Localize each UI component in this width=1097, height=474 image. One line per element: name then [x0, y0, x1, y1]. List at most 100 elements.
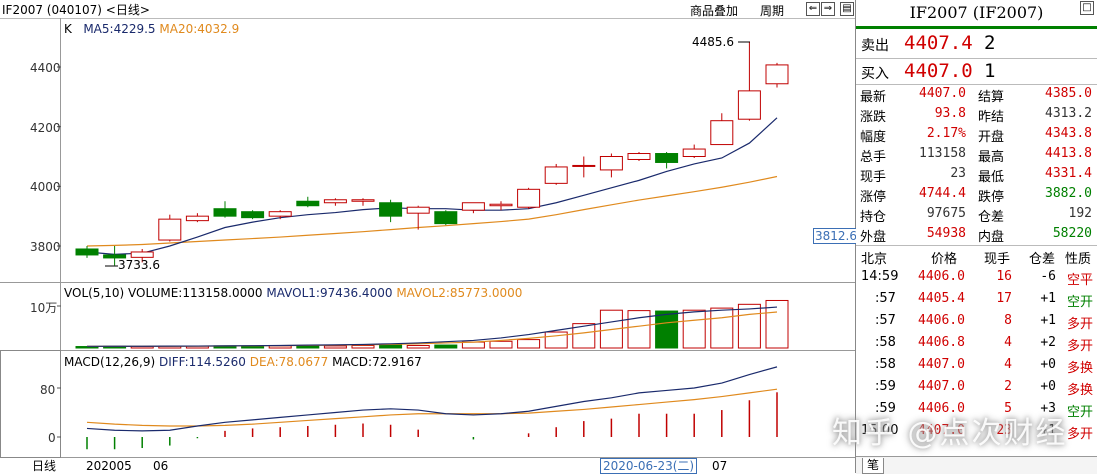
- candle-body: [185, 215, 209, 222]
- dea-line: [86, 388, 778, 427]
- stat-label: 开盘: [978, 130, 1005, 145]
- tick-time: :57: [875, 313, 896, 328]
- macd-value: MACD:72.9167: [332, 355, 422, 369]
- stat-value: 54938: [926, 226, 966, 241]
- volume-bar: [323, 345, 347, 349]
- stat-label: 昨结: [978, 110, 1005, 125]
- stat-value: 58220: [1052, 226, 1092, 241]
- tab-ticks[interactable]: 笔: [862, 458, 884, 474]
- stat-label: 外盘: [860, 230, 887, 245]
- tick-price: 4406.8: [918, 335, 965, 350]
- tick-oi-change: +1: [1040, 291, 1056, 306]
- stat-value: 93.8: [934, 106, 966, 121]
- stat-label: 现手: [860, 170, 887, 185]
- xaxis-label: 06: [153, 459, 169, 473]
- volume-bar: [682, 309, 706, 349]
- watermark: 知乎 @点次财经: [832, 416, 1068, 451]
- volume-bar: [489, 340, 513, 349]
- candle-body: [517, 188, 541, 208]
- candle-body: [627, 153, 651, 160]
- tick-nature: 多开: [1067, 317, 1094, 332]
- sell-row: 卖出 4407.4 2: [856, 31, 1097, 57]
- ma5-legend: MA5:4229.5: [83, 22, 156, 36]
- chart-title: IF2007 (040107) <日线>: [2, 3, 150, 17]
- dea-legend: DEA:78.0677: [249, 355, 329, 369]
- tick-list[interactable]: 14:59 4406.0 16 -6 空平:57 4405.4 17 +1 空开:57 4406.…: [856, 266, 1097, 456]
- kline-ytick: 3800: [30, 240, 61, 254]
- tick-row[interactable]: :59 4407.0 2 +0 多换: [856, 376, 1096, 398]
- overlay-button[interactable]: 商品叠加: [690, 4, 739, 18]
- stat-label: 总手: [860, 150, 887, 165]
- tick-time: :59: [875, 379, 896, 394]
- cursor-date: 2020-06-23(二): [600, 458, 698, 474]
- window-restore-icon[interactable]: ▤: [840, 2, 854, 16]
- stat-value: 4331.4: [1045, 166, 1092, 181]
- tick-oi-change: +1: [1040, 423, 1056, 438]
- candle-body: [75, 248, 99, 256]
- volume-bar: [379, 344, 403, 349]
- tick-volume: 2: [1004, 379, 1012, 394]
- tick-time: :57: [875, 291, 896, 306]
- tick-nature: 空平: [1067, 273, 1094, 288]
- xaxis-label: 07: [712, 459, 728, 473]
- prev-icon[interactable]: ⇐: [806, 2, 820, 16]
- stat-label: 持仓: [860, 210, 887, 225]
- stat-label: 内盘: [978, 230, 1005, 245]
- buy-label: 买入: [861, 66, 889, 82]
- tick-time: :58: [875, 357, 896, 372]
- tick-header-price: 价格: [931, 252, 958, 267]
- candle-body: [434, 211, 458, 225]
- tick-row[interactable]: 14:59 4406.0 16 -6 空平: [856, 266, 1096, 288]
- tick-time: :59: [875, 401, 896, 416]
- low-annotation: 3733.6: [118, 258, 160, 272]
- candle-body: [296, 200, 320, 207]
- tick-row[interactable]: :58 4406.8 4 +2 多开: [856, 332, 1096, 354]
- macd-tag: MACD(12,26,9): [64, 355, 156, 369]
- maximize-icon[interactable]: □: [1080, 1, 1094, 15]
- stat-value: 192: [1068, 206, 1092, 221]
- stat-label: 涨停: [860, 190, 887, 205]
- stat-value: 97675: [926, 206, 966, 221]
- tick-volume: 5: [1004, 401, 1012, 416]
- kline-ytick: 4400: [30, 61, 61, 75]
- period-button[interactable]: 周期: [760, 4, 785, 18]
- tick-oi-change: +2: [1040, 335, 1056, 350]
- mavol2-legend: MAVOL2:85773.0000: [396, 286, 523, 300]
- quote-stats: 最新 4407.0 结算 4385.0 涨跌 93.8 昨结 4313.2 幅度 2.17% 开盘 4…: [856, 84, 1097, 245]
- candle-body: [268, 211, 292, 217]
- sell-volume: 2: [984, 32, 996, 54]
- stat-label: 幅度: [860, 130, 887, 145]
- kline-ytick: 4200: [30, 121, 61, 135]
- tick-oi-change: +3: [1040, 401, 1056, 416]
- tick-row[interactable]: :59 4406.0 5 +3 空开: [856, 398, 1096, 420]
- tick-row[interactable]: 15:00 4407.0 23 +1 多开: [856, 420, 1096, 442]
- candle-body: [323, 199, 347, 204]
- tick-row[interactable]: :57 4406.0 8 +1 多开: [856, 310, 1096, 332]
- quote-panel: IF2007 (IF2007) □ 卖出 4407.4 2 买入 4407.0 …: [856, 0, 1097, 474]
- tick-row[interactable]: :57 4405.4 17 +1 空开: [856, 288, 1096, 310]
- stat-label: 仓差: [978, 210, 1005, 225]
- tick-price: 4406.0: [918, 269, 965, 284]
- tick-oi-change: -6: [1040, 269, 1056, 284]
- tick-price: 4407.0: [918, 379, 965, 394]
- sell-price: 4407.4: [904, 32, 973, 54]
- tick-price: 4407.0: [918, 423, 965, 438]
- tick-volume: 4: [1004, 357, 1012, 372]
- buy-price: 4407.0: [904, 60, 973, 82]
- tick-row[interactable]: :58 4407.0 4 +0 多换: [856, 354, 1096, 376]
- tick-price: 4406.0: [918, 313, 965, 328]
- stat-value: 4744.4: [919, 186, 966, 201]
- next-icon[interactable]: ⇒: [821, 2, 835, 16]
- stat-label: 跌停: [978, 190, 1005, 205]
- tick-volume: 16: [996, 269, 1012, 284]
- bottom-tabs: 笔: [856, 456, 1097, 474]
- buy-row: 买入 4407.0 1: [856, 59, 1097, 85]
- tick-nature: 多开: [1067, 339, 1094, 354]
- chart-canvas[interactable]: [0, 0, 856, 473]
- candle-body: [737, 90, 761, 120]
- volume-bar: [351, 344, 375, 349]
- quote-stat-row: 幅度 2.17% 开盘 4343.8: [856, 124, 1096, 145]
- stat-value: 4343.8: [1045, 126, 1092, 141]
- volume-bar: [434, 344, 458, 349]
